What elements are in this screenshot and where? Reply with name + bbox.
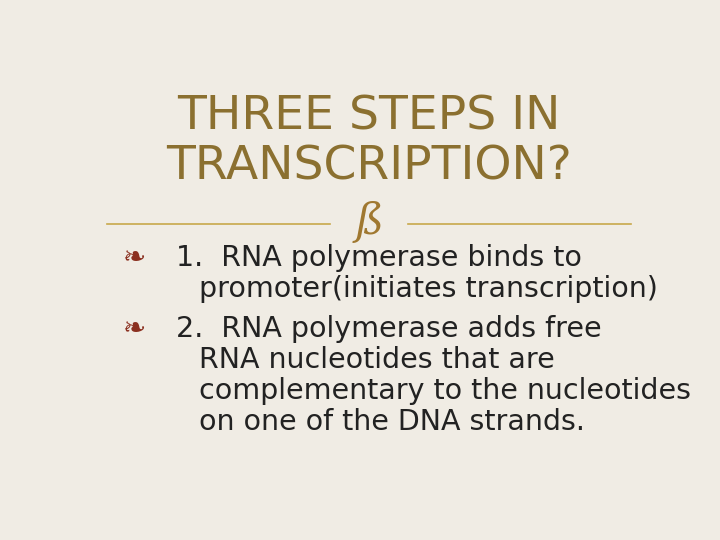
Text: ❧: ❧	[123, 315, 146, 343]
Text: RNA nucleotides that are: RNA nucleotides that are	[199, 346, 554, 374]
Text: ❧: ❧	[123, 244, 146, 272]
Text: on one of the DNA strands.: on one of the DNA strands.	[199, 408, 585, 436]
Text: THREE STEPS IN: THREE STEPS IN	[177, 94, 561, 139]
Text: 1.  RNA polymerase binds to: 1. RNA polymerase binds to	[176, 244, 582, 272]
Text: ß: ß	[355, 200, 383, 242]
Text: promoter(initiates transcription): promoter(initiates transcription)	[199, 275, 657, 303]
Text: 2.  RNA polymerase adds free: 2. RNA polymerase adds free	[176, 315, 602, 343]
Text: TRANSCRIPTION?: TRANSCRIPTION?	[166, 144, 572, 189]
Text: complementary to the nucleotides: complementary to the nucleotides	[199, 377, 690, 405]
